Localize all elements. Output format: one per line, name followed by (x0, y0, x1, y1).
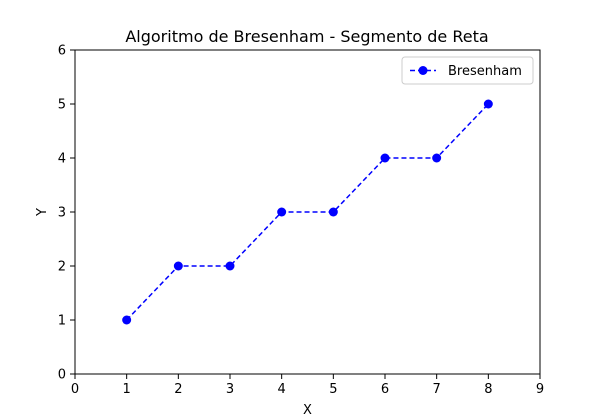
x-tick-label: 8 (484, 382, 492, 397)
x-tick-label: 1 (123, 382, 131, 397)
x-tick-label: 2 (174, 382, 182, 397)
x-tick-label: 0 (71, 382, 79, 397)
series-line-bresenham (126, 103, 489, 321)
data-point (173, 261, 183, 271)
y-tick-label: 1 (58, 314, 66, 329)
x-tick-label: 4 (278, 382, 286, 397)
data-point (483, 99, 493, 109)
legend-box (401, 56, 534, 85)
x-tick-label: 9 (536, 382, 544, 397)
y-tick-label: 0 (58, 368, 66, 383)
x-tick-label: 7 (433, 382, 441, 397)
x-tick-label: 6 (381, 382, 389, 397)
legend-label-bresenham: Bresenham (448, 64, 522, 79)
y-tick-label: 5 (58, 98, 66, 113)
x-axis-label: X (303, 403, 312, 418)
data-point (328, 207, 338, 217)
legend-marker-sample (418, 66, 428, 75)
legend: Bresenham (401, 56, 534, 85)
y-tick-label: 2 (58, 260, 66, 275)
y-tick-label: 3 (58, 206, 66, 221)
x-tick-label: 3 (226, 382, 234, 397)
chart-title: Algoritmo de Bresenham - Segmento de Ret… (125, 27, 488, 46)
data-point (277, 207, 287, 217)
y-axis-ticks: 0 1 2 3 4 5 6 (58, 44, 75, 383)
data-point (432, 153, 442, 163)
series-layer (122, 99, 493, 325)
y-tick-label: 4 (58, 152, 66, 167)
y-axis-label: Y (35, 208, 50, 217)
data-point (380, 153, 390, 163)
x-tick-label: 5 (329, 382, 337, 397)
x-axis-ticks: 0 1 2 3 4 5 6 7 8 9 (71, 374, 544, 397)
y-tick-label: 6 (58, 44, 66, 59)
data-point (225, 261, 235, 271)
data-point (122, 315, 132, 325)
